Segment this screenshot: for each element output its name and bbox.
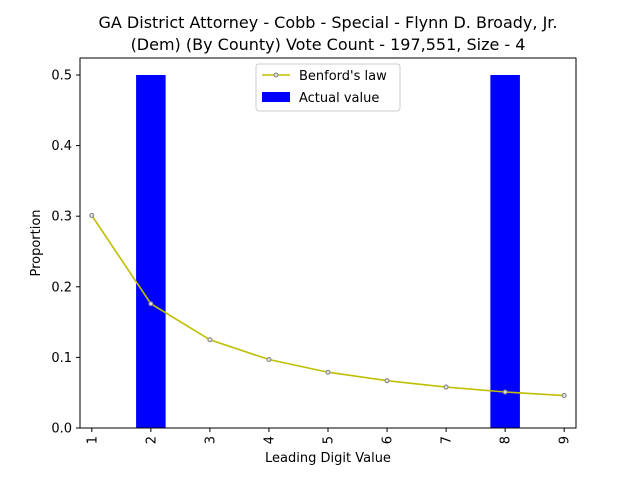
benford-point-9 [561, 393, 567, 399]
y-tick-label-0: 0.0 [51, 422, 72, 437]
x-tick-label-9: 9 [558, 436, 573, 444]
x-tick-label-3: 3 [203, 436, 218, 444]
x-axis-label: Leading Digit Value [265, 451, 391, 466]
x-tick-label-8: 8 [499, 436, 514, 444]
legend-benford-label: Benford's law [299, 69, 387, 84]
x-tick-label-1: 1 [85, 436, 100, 444]
benford-point-3 [207, 337, 213, 343]
axes: 0.0 0.1 0.2 0.3 0.4 0.5 1 2 3 4 5 6 7 8 9 [51, 57, 577, 444]
y-tick-label-2: 0.2 [51, 280, 72, 295]
benford-point-7 [443, 384, 449, 390]
legend-bar-swatch [262, 92, 290, 102]
x-tick-label-6: 6 [381, 436, 396, 444]
legend-actual-label: Actual value [299, 91, 379, 106]
benford-point-5 [325, 369, 331, 375]
legend-line-marker [273, 72, 279, 78]
y-tick-label-4: 0.4 [51, 139, 72, 154]
benford-point-2 [148, 301, 154, 307]
y-axis-label: Proportion [29, 209, 44, 276]
y-tick-label-1: 0.1 [51, 351, 72, 366]
benford-line-layer [89, 212, 567, 399]
benford-point-6 [384, 378, 390, 384]
legend: Benford's law Actual value [255, 63, 401, 112]
benford-point-4 [266, 357, 272, 363]
y-tick-label-3: 0.3 [51, 210, 72, 225]
y-tick-label-5: 0.5 [51, 69, 72, 84]
actual-bar-8 [490, 75, 520, 428]
chart-title-line-2: (Dem) (By County) Vote Count - 197,551, … [131, 35, 526, 54]
benford-point-8 [502, 389, 508, 395]
actual-bar-2 [136, 75, 166, 428]
x-tick-label-4: 4 [262, 436, 277, 444]
benford-point-1 [89, 212, 95, 218]
x-tick-label-7: 7 [440, 436, 455, 444]
chart-title-line-1: GA District Attorney - Cobb - Special - … [99, 13, 558, 32]
x-tick-label-2: 2 [144, 436, 159, 444]
actual-value-bars [136, 75, 520, 428]
legend-box [255, 63, 401, 112]
x-tick-label-5: 5 [322, 436, 337, 444]
